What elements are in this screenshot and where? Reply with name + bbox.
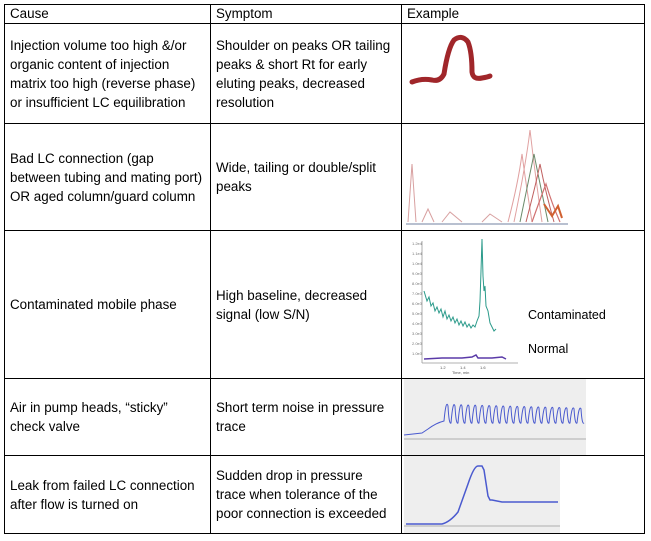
svg-text:7.0e3: 7.0e3: [412, 291, 423, 296]
table-row: Contaminated mobile phase High baseline,…: [4, 230, 645, 379]
header-example: Example: [401, 4, 645, 24]
svg-text:1.0e4: 1.0e4: [412, 261, 423, 266]
example-cell: [401, 455, 645, 534]
legend-contaminated: Contaminated: [528, 308, 606, 322]
example-cell: 1.2e4 1.1e4 1.0e4 9.0e3 8.0e3 7.0e3 6.0e3 5.0…: [401, 230, 645, 379]
cause-cell: Air in pump heads, “sticky” check valve: [4, 378, 211, 456]
svg-text:1.2: 1.2: [440, 365, 446, 370]
table-row: Air in pump heads, “sticky” check valve …: [4, 378, 645, 456]
troubleshooting-table: Cause Symptom Example Injection volume t…: [4, 4, 645, 534]
pressure-drop-trace: [404, 456, 560, 533]
header-symptom: Symptom: [210, 4, 402, 24]
symptom-cell: High baseline, decreased signal (low S/N…: [210, 230, 402, 379]
legend-normal: Normal: [528, 342, 569, 356]
pressure-noise-line: [403, 403, 585, 436]
example-cell: [401, 23, 645, 124]
example-cell: [401, 123, 645, 231]
symptom-text: Shoulder on peaks OR tailing peaks & sho…: [216, 37, 391, 110]
cause-text: Contaminated mobile phase: [10, 297, 177, 312]
symptom-cell: Shoulder on peaks OR tailing peaks & sho…: [210, 23, 402, 124]
symptom-cell: Sudden drop in pressure trace when toler…: [210, 455, 402, 534]
peak-shoulder-curve: [409, 34, 493, 85]
symptom-text: Short term noise in pressure trace: [216, 400, 385, 434]
contaminated-trace: [423, 238, 497, 332]
svg-text:5.0e3: 5.0e3: [412, 311, 423, 316]
split-peaks-chromatogram: [406, 124, 644, 230]
symptom-text: Sudden drop in pressure trace when toler…: [216, 468, 387, 521]
svg-text:1.2e4: 1.2e4: [412, 241, 423, 246]
svg-text:8.0e3: 8.0e3: [412, 281, 423, 286]
svg-text:1.6: 1.6: [480, 365, 486, 370]
table-row: Injection volume too high &/or organic c…: [4, 23, 645, 124]
cause-cell: Contaminated mobile phase: [4, 230, 211, 379]
svg-text:1.0e3: 1.0e3: [412, 351, 423, 356]
cause-text: Bad LC connection (gap between tubing an…: [10, 150, 203, 204]
svg-text:6.0e3: 6.0e3: [412, 301, 423, 306]
cause-text: Air in pump heads, “sticky” check valve: [10, 400, 168, 434]
svg-text:9.0e3: 9.0e3: [412, 271, 423, 276]
cause-cell: Injection volume too high &/or organic c…: [4, 23, 211, 124]
svg-text:1.1e4: 1.1e4: [412, 251, 423, 256]
svg-text:Time, min: Time, min: [452, 370, 469, 375]
normal-trace: [423, 354, 507, 360]
example-cell: [401, 378, 645, 456]
cause-text: Leak from failed LC connection after flo…: [10, 477, 195, 512]
table-row: Bad LC connection (gap between tubing an…: [4, 123, 645, 231]
symptom-cell: Short term noise in pressure trace: [210, 378, 402, 456]
cause-text: Injection volume too high &/or organic c…: [10, 37, 196, 110]
peak-shoulder-sketch: [409, 34, 493, 85]
table-row: Leak from failed LC connection after flo…: [4, 455, 645, 534]
contaminated-chromatogram: 1.2e4 1.1e4 1.0e4 9.0e3 8.0e3 7.0e3 6.0e3 5.0…: [412, 238, 518, 375]
svg-text:3.0e3: 3.0e3: [412, 331, 423, 336]
symptom-cell: Wide, tailing or double/split peaks: [210, 123, 402, 231]
header-cause: Cause: [4, 4, 211, 24]
header-row: Cause Symptom Example: [4, 4, 645, 24]
cause-cell: Bad LC connection (gap between tubing an…: [4, 123, 211, 231]
cause-cell: Leak from failed LC connection after flo…: [4, 455, 211, 534]
symptom-text: High baseline, decreased signal (low S/N…: [216, 287, 368, 322]
pressure-noise-trace: [403, 379, 586, 455]
svg-text:4.0e3: 4.0e3: [412, 321, 423, 326]
svg-text:1.4: 1.4: [460, 365, 466, 370]
pressure-drop-line: [406, 465, 558, 525]
svg-text:2.0e3: 2.0e3: [412, 341, 423, 346]
symptom-text: Wide, tailing or double/split peaks: [216, 160, 377, 194]
